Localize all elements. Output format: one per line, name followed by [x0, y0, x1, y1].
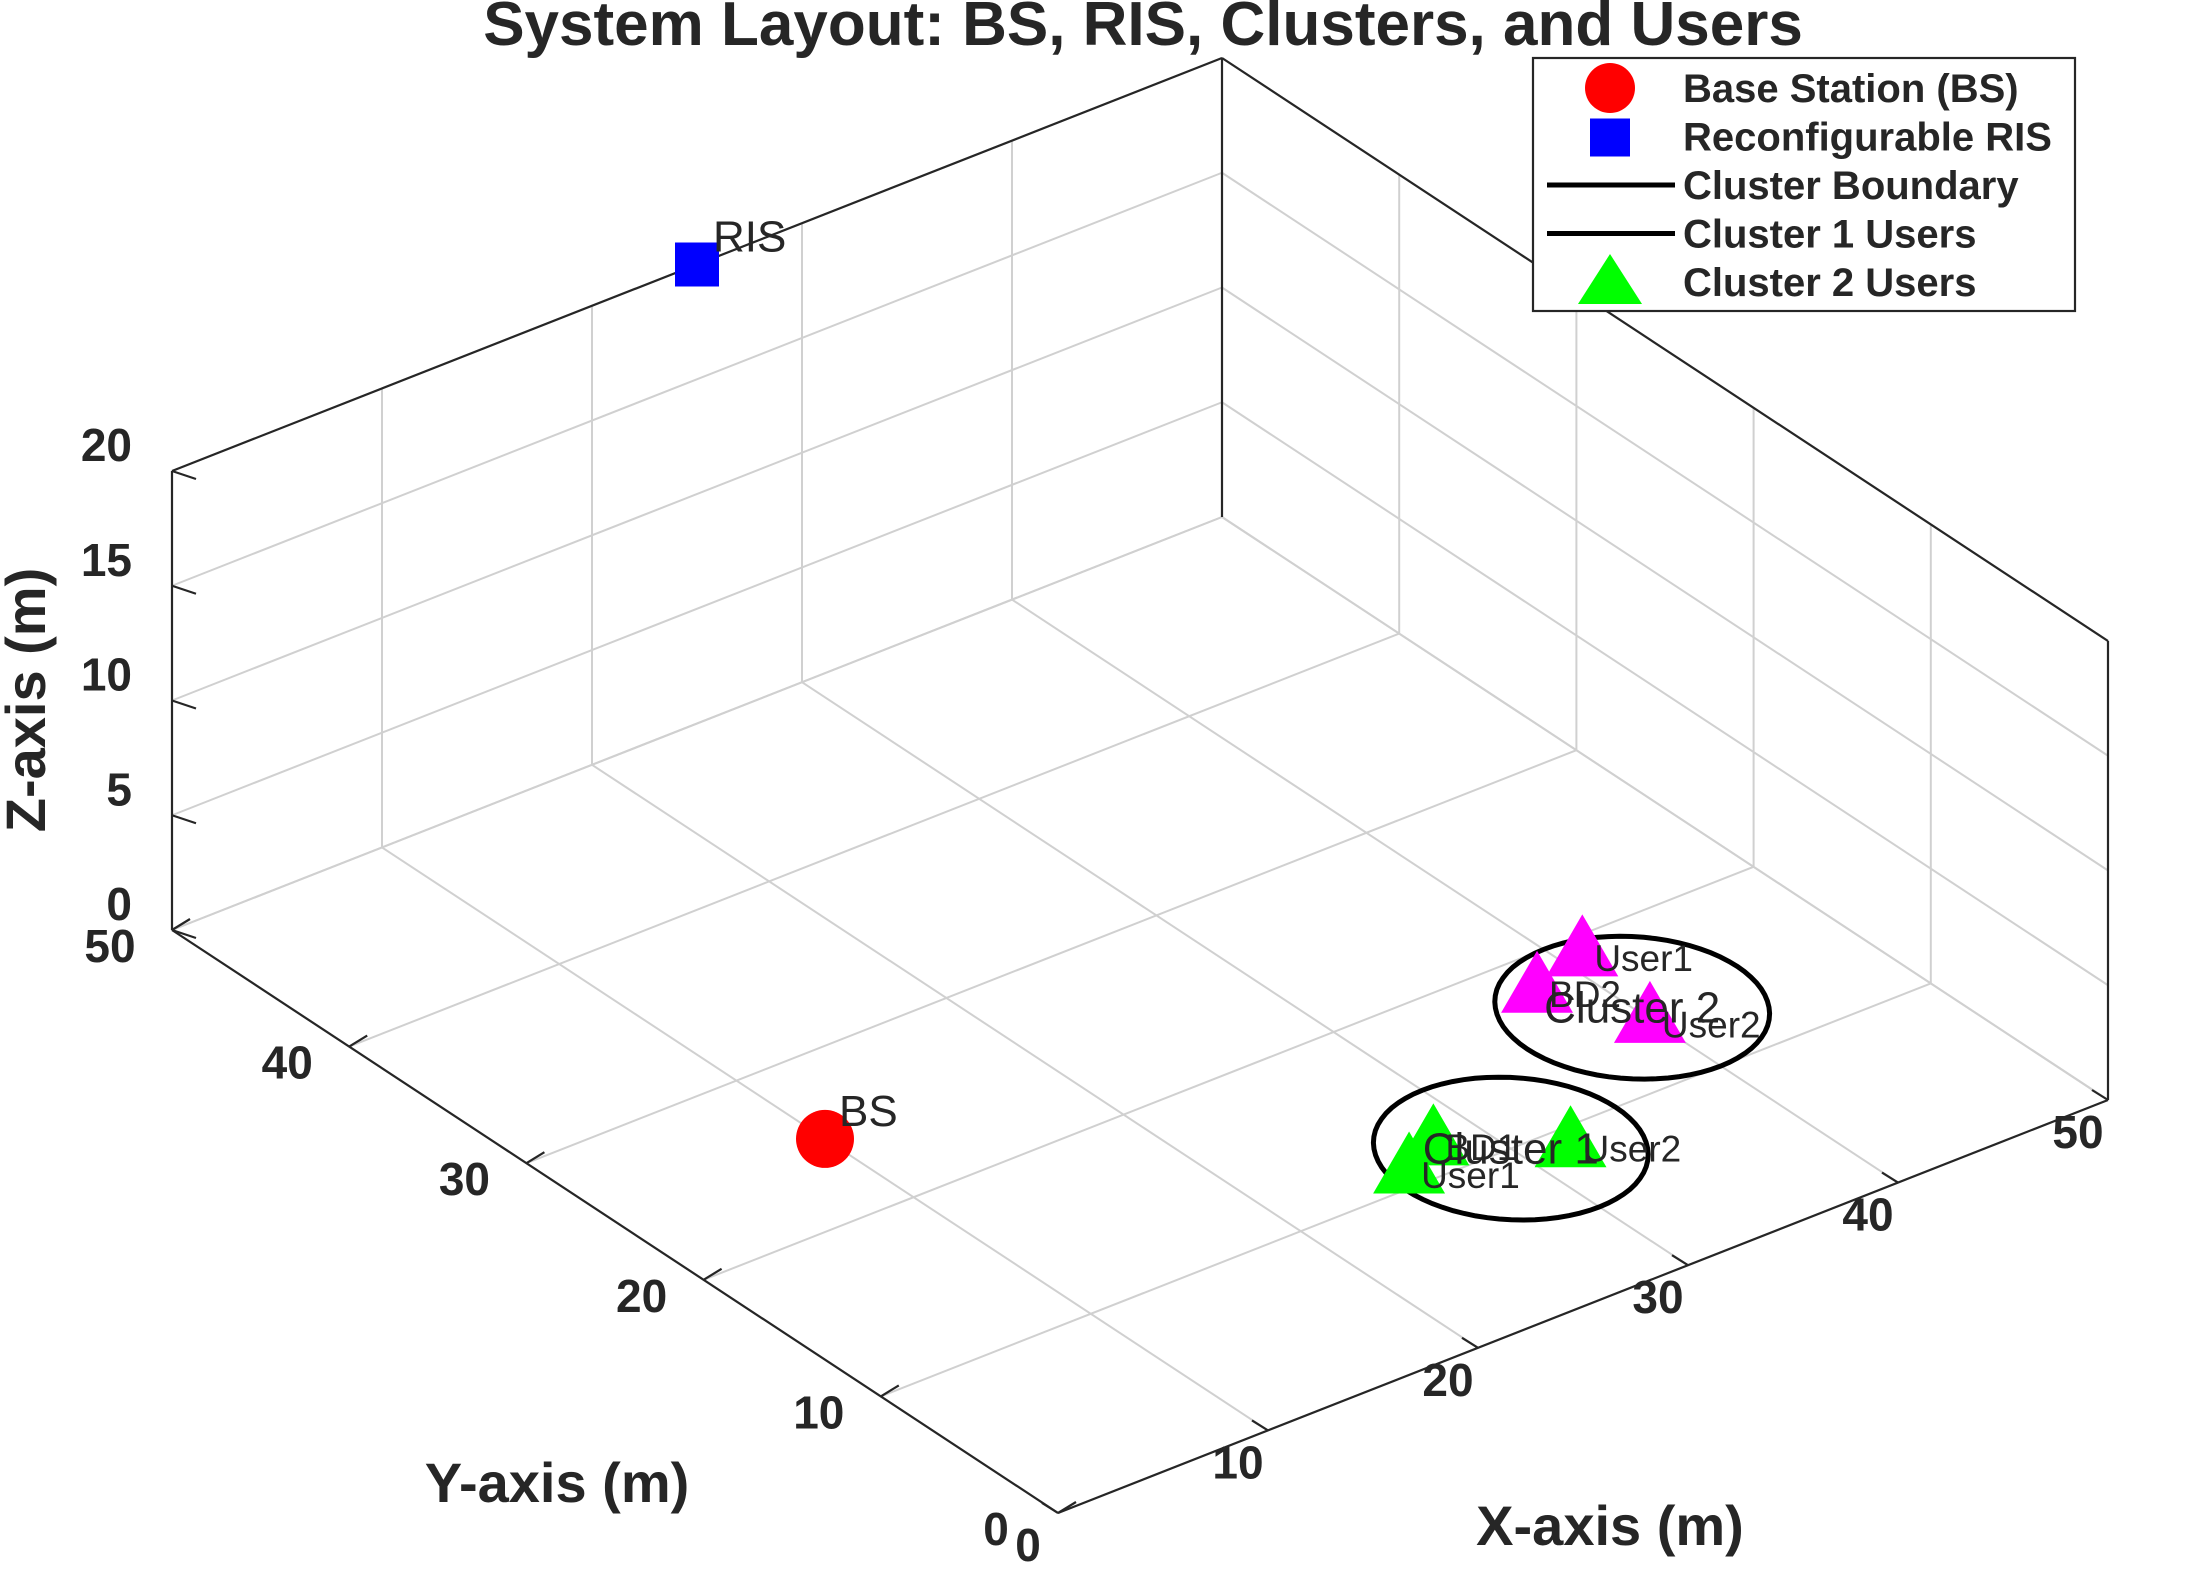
x-tick-label: 50 — [2052, 1106, 2103, 1158]
x-tick-mark — [2091, 1089, 2109, 1101]
y-tick-label: 40 — [262, 1037, 313, 1089]
cluster-2-user-marker — [1546, 914, 1619, 977]
x-tick-label: 0 — [1015, 1519, 1041, 1571]
grid-line — [1221, 286, 2109, 872]
legend-entry-label: Reconfigurable RIS — [1683, 116, 2052, 160]
grid-line — [1011, 598, 1899, 1184]
x-tick-label: 30 — [1632, 1271, 1683, 1323]
z-tick-label: 5 — [106, 763, 132, 815]
z-tick-label: 20 — [81, 419, 132, 471]
cluster-2-label: Cluster 2 — [1544, 984, 1720, 1033]
chart-title: System Layout: BS, RIS, Clusters, and Us… — [483, 0, 1803, 59]
cluster-1-point-label: BD1 — [1445, 1127, 1517, 1168]
legend-marker-triangle — [1578, 254, 1642, 304]
z-tick-label: 0 — [106, 878, 132, 930]
legend-marker-square — [1590, 118, 1630, 157]
legend-entry-label: Cluster 2 Users — [1683, 261, 1976, 305]
cluster-2-point-label: BD2 — [1549, 974, 1621, 1015]
x-tick-mark — [1881, 1171, 1899, 1184]
cluster-1-user-marker — [1534, 1105, 1607, 1168]
x-axis-label: X-axis (m) — [1476, 1494, 1744, 1557]
x-tick-label: 20 — [1422, 1354, 1473, 1406]
y-tick-label: 0 — [983, 1503, 1009, 1555]
ris-marker — [675, 242, 719, 287]
legend-entry-label: Cluster Boundary — [1683, 164, 2019, 208]
markers — [675, 242, 1686, 1194]
cluster-2-boundary — [1492, 933, 1773, 1082]
grid-line — [171, 286, 1223, 702]
legend: Base Station (BS)Reconfigurable RISClust… — [1531, 56, 2077, 313]
y-tick-label: 30 — [439, 1153, 490, 1205]
y-tick-mark — [525, 1151, 545, 1165]
cluster-1-user-marker — [1373, 1131, 1446, 1194]
x-tick-mark — [1041, 1502, 1059, 1514]
y-tick-label: 10 — [793, 1386, 844, 1438]
y-tick-mark — [880, 1384, 900, 1398]
x-tick-mark — [1671, 1254, 1689, 1267]
y-tick-label: 20 — [616, 1270, 667, 1322]
legend-marker-circle — [1585, 63, 1635, 113]
z-tick-label: 10 — [81, 649, 132, 701]
bs-label: BS — [839, 1087, 898, 1136]
grid-line — [1221, 516, 2109, 1101]
x-tick-mark — [1461, 1336, 1479, 1349]
bs-marker — [796, 1109, 854, 1168]
grid-line — [171, 516, 1223, 931]
x-tick-mark — [1251, 1419, 1269, 1432]
x-tick-label: 10 — [1212, 1436, 1263, 1488]
z-tick-mark — [171, 814, 197, 825]
cluster-1-point-label: User2 — [1583, 1129, 1682, 1170]
grid-line — [1221, 401, 2109, 987]
y-tick-mark — [1057, 1501, 1077, 1514]
legend-entry-label: Cluster 1 Users — [1683, 213, 1976, 257]
grid-line — [1221, 171, 2109, 757]
y-tick-mark — [703, 1267, 723, 1281]
z-tick-mark — [171, 469, 197, 481]
cluster-2-point-label: User1 — [1594, 938, 1693, 979]
grid-line — [526, 749, 1577, 1165]
z-tick-mark — [171, 928, 197, 940]
z-tick-label: 15 — [81, 534, 132, 586]
axis-edge — [1057, 1098, 2109, 1515]
grid-line — [171, 171, 1223, 587]
z-axis-label: Z-axis (m) — [0, 568, 57, 833]
axis-edge — [171, 929, 1059, 1514]
cluster-1-point-label: User1 — [1421, 1155, 1520, 1196]
y-tick-label: 50 — [84, 920, 135, 972]
grid-line — [171, 401, 1223, 817]
legend-entry-label: Base Station (BS) — [1683, 67, 2019, 111]
z-tick-mark — [171, 584, 197, 595]
cluster-1-label: Cluster 1 — [1423, 1125, 1599, 1174]
axis-edge — [1221, 57, 2109, 642]
y-axis-label: Y-axis (m) — [425, 1451, 690, 1514]
grid-line — [801, 681, 1689, 1267]
ris-label: RIS — [713, 213, 786, 262]
grid-line — [348, 632, 1400, 1048]
x-tick-label: 40 — [1842, 1189, 1893, 1241]
cluster-2-user-marker — [1501, 950, 1573, 1013]
z-tick-mark — [171, 699, 197, 710]
cluster-2-point-label: User2 — [1662, 1004, 1761, 1045]
y-tick-mark — [348, 1034, 368, 1048]
y-tick-mark — [171, 918, 191, 931]
grid-line — [591, 763, 1479, 1349]
cluster-2-user-marker — [1613, 980, 1686, 1043]
